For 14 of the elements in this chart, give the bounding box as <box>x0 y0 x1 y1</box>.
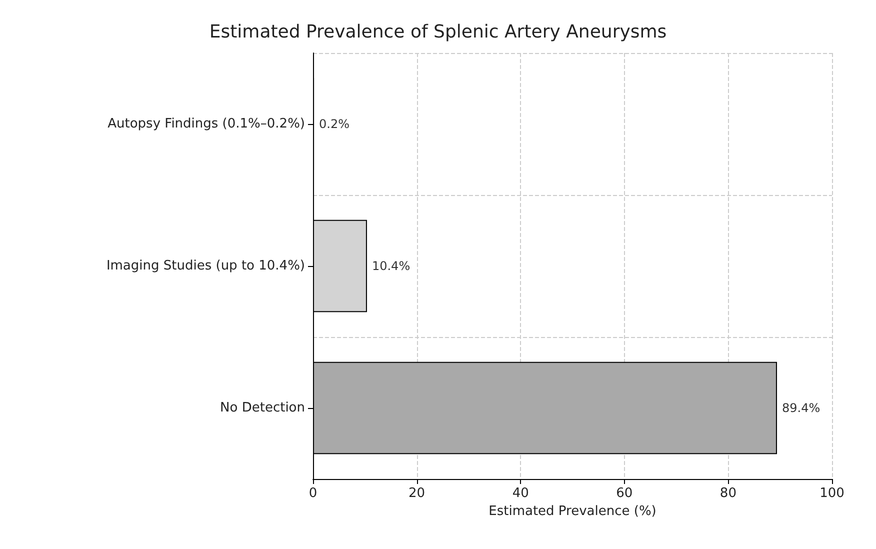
y-tick-label: No Detection <box>220 400 305 416</box>
data-label: 10.4% <box>372 259 410 273</box>
chart-title: Estimated Prevalence of Splenic Artery Aneurysms <box>209 22 667 42</box>
x-tick-label: 40 <box>512 486 529 501</box>
y-tick-label: Imaging Studies (up to 10.4%) <box>106 258 305 274</box>
x-axis-title: Estimated Prevalence (%) <box>488 504 656 519</box>
data-label: 89.4% <box>782 401 820 415</box>
x-tick-label: 60 <box>616 486 633 501</box>
x-tick-label: 100 <box>820 486 844 501</box>
x-tick-label: 80 <box>720 486 736 501</box>
x-tick-label: 20 <box>408 486 426 501</box>
x-tick-label: 0 <box>308 486 318 501</box>
y-tick-label: Autopsy Findings (0.1%–0.2%) <box>108 116 305 132</box>
data-label: 0.2% <box>319 117 350 131</box>
